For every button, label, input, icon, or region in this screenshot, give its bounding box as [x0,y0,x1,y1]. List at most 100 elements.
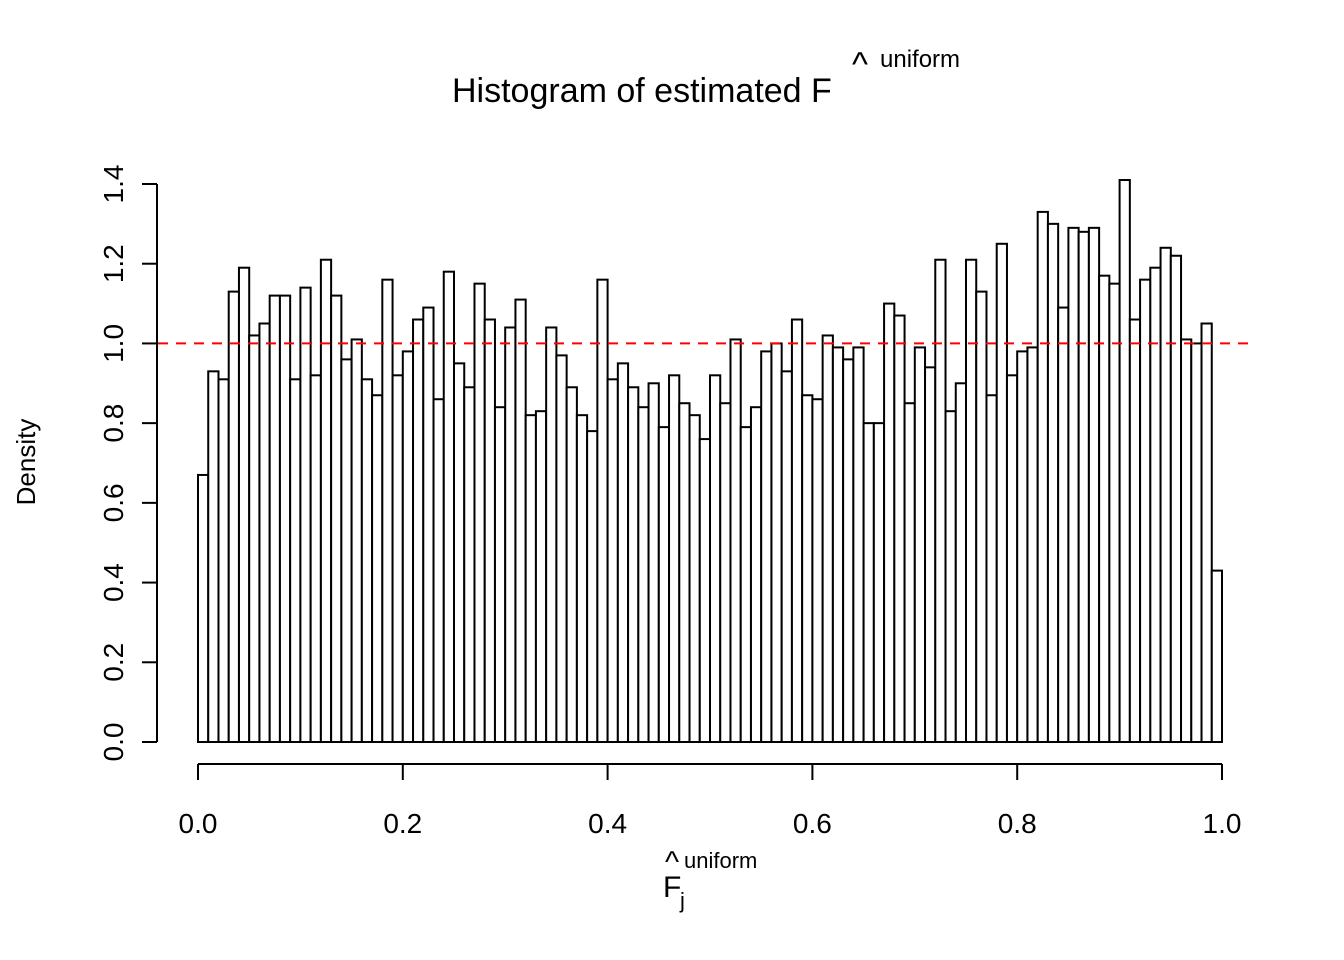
histogram-bar [483,318,496,743]
histogram-bar [1108,282,1121,743]
histogram-bar [227,290,240,743]
histogram-bar [1159,246,1172,743]
x-axis-label: F ^ uniform j [663,846,757,913]
histogram-bar [545,326,558,743]
histogram-bar [412,318,425,743]
y-tick-label: 0.2 [98,643,129,682]
histogram-bar [1005,374,1019,743]
histogram-bar [934,258,947,743]
histogram-bar [432,398,445,743]
histogram-bar [1190,342,1203,743]
chart-title-text: Histogram of estimated F [452,72,832,110]
histogram-bar [330,294,343,743]
histogram-bar [1016,350,1029,743]
histogram-bar [627,386,640,743]
histogram-bar [709,374,722,743]
histogram-bar [903,402,916,743]
histogram-bar [237,266,251,743]
histogram-bar [268,294,281,743]
histogram-bar [872,422,886,743]
histogram-bars [197,179,1224,744]
histogram-bar [760,350,773,743]
histogram-bar [453,362,466,743]
x-axis-label-hat: ^ [665,846,679,879]
histogram-bar [524,414,537,743]
chart-title-hat: ^ [852,46,868,84]
histogram-bar [442,270,456,743]
histogram-bar [668,374,681,743]
histogram-bar [1118,179,1131,743]
histogram-bar [391,374,404,743]
histogram-bar [248,334,261,743]
histogram-bar [350,338,363,743]
histogram-bar [678,402,691,743]
y-axis: 0.0 0.2 0.4 0.6 0.8 1.0 1.2 1.4 [98,165,158,761]
histogram-bar [278,294,292,743]
histogram-bar [637,406,650,743]
histogram-bar [1139,278,1152,743]
x-tick-label: 0.6 [793,808,832,839]
histogram-bar [1036,210,1049,743]
y-tick-label: 1.0 [98,324,129,363]
histogram-bar [883,302,896,743]
histogram-bar [954,382,968,743]
histogram-bar [514,298,527,743]
histogram-bar [299,286,312,743]
histogram-bar [913,346,927,743]
histogram-bar [360,378,374,743]
histogram-bar [780,370,793,743]
histogram-bar [1149,266,1162,743]
histogram-bar [821,334,834,743]
histogram-bar [749,406,763,743]
x-axis-label-superscript: uniform [684,848,757,873]
histogram-bar [217,378,230,743]
histogram-bar [1057,306,1070,743]
histogram-bar [1026,346,1039,743]
y-tick-label: 1.4 [98,165,129,204]
chart-title-superscript: uniform [880,46,960,73]
y-tick-label: 0.8 [98,404,129,443]
histogram-bar [534,410,548,743]
histogram-bar [565,386,578,743]
histogram-bar [729,338,742,743]
x-tick-label: 0.0 [179,808,218,839]
histogram-bar [1169,254,1183,743]
histogram-bar [893,314,906,743]
histogram-bar [842,358,855,743]
histogram-bar [1210,569,1224,743]
x-tick-label: 1.0 [1203,808,1242,839]
histogram-bar [1128,318,1142,743]
histogram-bar [924,366,937,743]
histogram-bar [340,358,353,743]
histogram-bar [596,278,609,743]
histogram-bar [770,342,783,743]
y-axis-label: Density [11,419,41,506]
x-tick-label: 0.8 [998,808,1037,839]
histogram-bar [1180,338,1193,743]
x-axis-label-subscript: j [679,888,685,913]
histogram-bar [504,326,517,743]
x-axis: 0.0 0.2 0.4 0.6 0.8 1.0 [179,763,1242,839]
histogram-bar [790,318,804,743]
histogram-bar [493,406,507,743]
histogram-bar [862,422,875,743]
histogram-bar [319,258,333,743]
histogram-bar [975,290,988,743]
histogram-bar [371,394,384,743]
histogram-bar [606,378,619,743]
histogram-bar [309,374,322,743]
histogram-bar [463,386,476,743]
histogram-bar [616,362,630,743]
histogram-bar [381,278,394,743]
histogram-bar [197,473,210,743]
histogram-bar [688,414,701,743]
histogram-bar [1087,226,1101,744]
histogram-bar [289,378,302,743]
histogram-bar [1098,274,1111,743]
histogram-bar [1067,226,1080,744]
y-tick-label: 1.2 [98,244,129,283]
x-axis-label-text: F [663,871,681,904]
histogram-bar [852,346,865,743]
histogram-bar [1200,322,1213,743]
